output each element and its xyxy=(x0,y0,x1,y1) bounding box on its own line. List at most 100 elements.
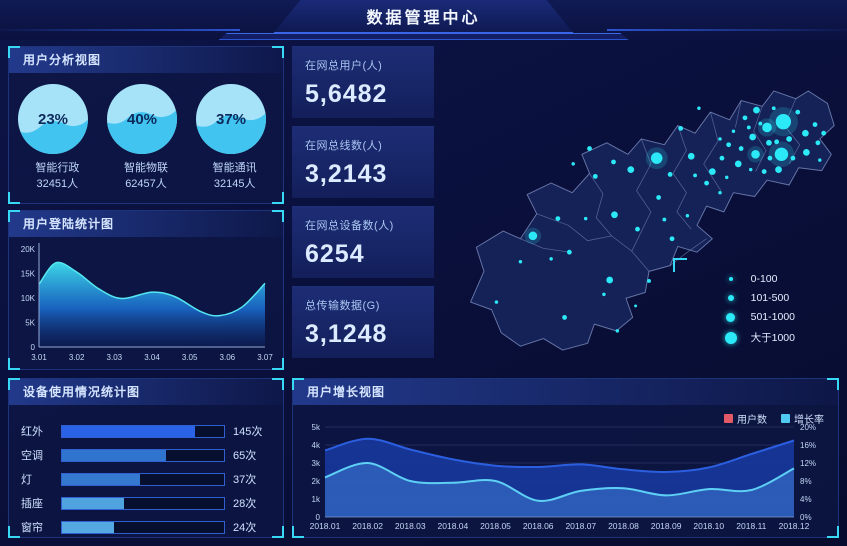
bar-value: 37次 xyxy=(233,474,257,486)
svg-text:3.02: 3.02 xyxy=(69,353,85,362)
bar-track xyxy=(61,520,225,534)
liquid-gauge-icon: 40% xyxy=(106,84,177,154)
header-ornament xyxy=(218,33,629,40)
svg-text:3.06: 3.06 xyxy=(220,353,236,362)
bar-row-红外: 红外 145次 xyxy=(21,419,271,443)
growth-area-chart: 0 1k 2k 3k 4k 5k 0% 4% 8% 12% 16% 20% 2018.01 2018.02… xyxy=(310,423,816,531)
bar-fill xyxy=(62,473,140,485)
svg-text:4%: 4% xyxy=(800,495,812,504)
bar-value: 145次 xyxy=(233,426,263,438)
stat-value: 3,2143 xyxy=(305,160,388,188)
svg-text:37%: 37% xyxy=(216,111,246,128)
login-area-chart: 0 5K 10K 15K 20K 3.01 3.02 3.03 3.04 3.05 3.06 3.07 xyxy=(21,243,273,362)
svg-text:3k: 3k xyxy=(312,459,321,468)
svg-text:2018.01: 2018.01 xyxy=(310,521,341,531)
bar-row-灯: 灯 37次 xyxy=(21,467,271,491)
svg-text:3.01: 3.01 xyxy=(31,353,47,362)
legend-label: 增长率 xyxy=(794,415,824,426)
bar-track xyxy=(61,448,225,462)
gauge-sub-value: 32145人 xyxy=(213,178,256,190)
region-map: 0-100 101-500 501-1000 大于1000 xyxy=(436,42,839,376)
legend-swatch-icon xyxy=(781,414,790,423)
gauge-智能物联: 40% 智能物联 62457人 xyxy=(104,81,188,191)
bar-label: 灯 xyxy=(21,474,32,486)
stat-label: 在网总用户(人) xyxy=(305,60,383,72)
panel-user-analysis: 用户分析视图 23% 智能行政 32451人 40% 智能物联 62457人 37% 智能通讯… xyxy=(8,46,284,204)
gauge-智能行政: 23% 智能行政 32451人 xyxy=(15,81,99,191)
growth-chart-legend: 用户数 增长率 xyxy=(724,411,824,426)
svg-text:4k: 4k xyxy=(312,441,321,450)
stat-card-total-data: 总传输数据(G) 3,1248 xyxy=(292,286,434,358)
bar-fill xyxy=(62,497,124,509)
corner-accent xyxy=(272,378,284,390)
legend-dot-icon xyxy=(728,277,733,281)
corner-accent xyxy=(272,46,284,58)
bar-track xyxy=(61,424,225,438)
region-map-svg xyxy=(470,90,835,351)
svg-text:15K: 15K xyxy=(21,270,36,279)
stat-card-total-devices: 在网总设备数(人) 6254 xyxy=(292,206,434,278)
svg-text:2018.03: 2018.03 xyxy=(395,521,426,531)
page-title-container: 数据管理中心 xyxy=(273,0,574,33)
stat-card-total-lines: 在网总线数(人) 3,2143 xyxy=(292,126,434,198)
growth-legend-item-用户数[interactable]: 用户数 xyxy=(724,411,767,426)
gauge-sub-value: 32451人 xyxy=(36,178,79,190)
map-legend-item: 0-100 xyxy=(723,273,795,285)
gauge-sub-value: 62457人 xyxy=(125,178,167,190)
svg-text:2k: 2k xyxy=(312,477,321,486)
svg-text:2018.04: 2018.04 xyxy=(438,521,469,531)
growth-legend-item-增长率[interactable]: 增长率 xyxy=(781,411,824,426)
corner-accent xyxy=(292,526,304,538)
svg-text:40%: 40% xyxy=(127,111,157,128)
corner-accent xyxy=(827,378,839,390)
bar-value: 28次 xyxy=(233,498,257,510)
svg-text:5k: 5k xyxy=(312,423,321,432)
gauge-label: 智能行政 xyxy=(35,162,80,174)
bar-fill xyxy=(62,449,166,461)
legend-dot-icon xyxy=(724,331,737,344)
map-legend-item: 501-1000 xyxy=(723,311,795,323)
gauges-row: 23% 智能行政 32451人 40% 智能物联 62457人 37% 智能通讯 32145人 xyxy=(9,73,283,191)
bar-track xyxy=(61,496,225,510)
svg-text:5K: 5K xyxy=(25,319,35,328)
bar-label: 红外 xyxy=(21,426,43,438)
svg-text:2018.05: 2018.05 xyxy=(480,521,511,531)
panel-device-usage: 设备使用情况统计图 红外 145次 空调 65次灯 37次 插座 28次 窗帘 24次 xyxy=(8,378,284,538)
bar-label: 插座 xyxy=(21,498,43,510)
stat-label: 在网总设备数(人) xyxy=(305,220,394,232)
svg-text:1k: 1k xyxy=(312,495,321,504)
svg-text:20%: 20% xyxy=(800,423,816,432)
svg-text:23%: 23% xyxy=(38,111,68,128)
corner-accent xyxy=(272,210,284,222)
legend-dot-icon xyxy=(726,312,736,322)
stat-value: 3,1248 xyxy=(305,320,388,348)
gauge-智能通讯: 37% 智能通讯 32145人 xyxy=(193,81,277,191)
stat-label: 在网总线数(人) xyxy=(305,140,383,152)
svg-text:3.05: 3.05 xyxy=(182,353,198,362)
bar-row-空调: 空调 65次 xyxy=(21,443,271,467)
svg-text:2018.10: 2018.10 xyxy=(693,521,724,531)
gauge-label: 智能物联 xyxy=(123,162,168,174)
header: 数据管理中心 xyxy=(0,0,847,40)
map-legend-item: 101-500 xyxy=(723,292,795,304)
corner-accent xyxy=(8,526,20,538)
stat-label: 总传输数据(G) xyxy=(305,300,380,312)
svg-text:2018.12: 2018.12 xyxy=(779,521,810,531)
svg-text:2018.06: 2018.06 xyxy=(523,521,554,531)
svg-text:0: 0 xyxy=(316,513,321,522)
svg-text:2018.08: 2018.08 xyxy=(608,521,639,531)
bar-label: 空调 xyxy=(21,450,43,462)
gauge-label: 智能通讯 xyxy=(212,162,257,174)
panel-title-login-stats: 用户登陆统计图 xyxy=(9,211,283,237)
bar-track xyxy=(61,472,225,486)
svg-text:3.04: 3.04 xyxy=(144,353,160,362)
bar-value: 24次 xyxy=(233,522,257,534)
svg-text:8%: 8% xyxy=(800,477,812,486)
svg-text:0%: 0% xyxy=(800,513,812,522)
svg-text:3.07: 3.07 xyxy=(257,353,273,362)
panel-title-device-usage: 设备使用情况统计图 xyxy=(9,379,283,405)
liquid-gauge-icon: 37% xyxy=(195,84,266,154)
legend-label: 大于1000 xyxy=(750,332,795,344)
stat-value: 5,6482 xyxy=(305,80,388,108)
